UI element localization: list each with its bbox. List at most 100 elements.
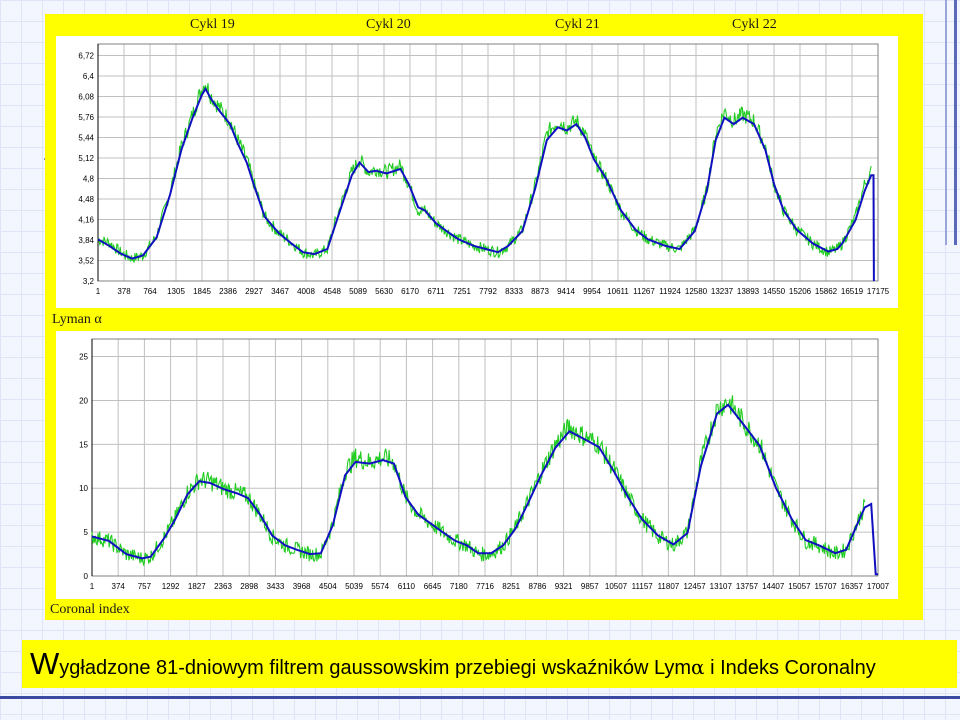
x-tick-label: 8786 <box>529 582 547 591</box>
y-tick-label: 4,48 <box>78 195 94 204</box>
decorative-bar <box>954 0 957 245</box>
x-tick-label: 3433 <box>267 582 285 591</box>
x-tick-label: 14550 <box>763 287 786 296</box>
coronal-index-plot: 25 20 15 10 5 01 374 757 1292 1827 2363 2898 3433 396… <box>79 338 890 591</box>
x-tick-label: 378 <box>117 287 131 296</box>
lyman-alpha-chart: 6,72 6,4 6,08 5,76 5,44 5,12 4,8 4,48 4,16 3,84 3,… <box>56 36 898 308</box>
x-tick-label: 6645 <box>424 582 442 591</box>
x-tick-label: 2898 <box>240 582 258 591</box>
caption-box: Wygładzone 81-dniowym filtrem gaussowski… <box>22 640 957 688</box>
x-tick-label: 2927 <box>245 287 263 296</box>
caption-text-end: i Indeks Coronalny <box>704 657 876 679</box>
x-tick-label: 11157 <box>632 582 654 591</box>
x-tick-label: 1305 <box>167 287 185 296</box>
slide-caption: Wygładzone 81-dniowym filtrem gaussowski… <box>30 646 876 682</box>
x-tick-label: 2386 <box>219 287 237 296</box>
x-tick-label: 5574 <box>371 582 389 591</box>
x-tick-label: 1 <box>90 582 95 591</box>
x-tick-label: 9414 <box>557 287 575 296</box>
y-tick-label: 3,52 <box>78 257 94 266</box>
x-tick-label: 15057 <box>788 582 811 591</box>
x-tick-label: 4008 <box>297 287 315 296</box>
y-tick-label: 3,84 <box>78 236 94 245</box>
coronal-index-label: Coronal index <box>50 602 130 617</box>
x-tick-label: 10611 <box>607 287 629 296</box>
x-tick-label: 757 <box>138 582 152 591</box>
x-tick-label: 17007 <box>867 582 890 591</box>
y-tick-label: 4,8 <box>83 175 95 184</box>
x-tick-label: 14407 <box>762 582 785 591</box>
caption-alpha-symbol: α <box>691 655 705 679</box>
y-tick-label: 5,76 <box>78 113 94 122</box>
x-tick-label: 13237 <box>711 287 734 296</box>
y-tick-label: 3,2 <box>83 277 95 286</box>
y-tick-label: 6,4 <box>83 72 95 81</box>
lyman-alpha-plot: 6,72 6,4 6,08 5,76 5,44 5,12 4,8 4,48 4,16 3,84 3,… <box>78 43 890 296</box>
x-tick-label: 13893 <box>737 287 760 296</box>
y-tick-label: 15 <box>79 440 88 449</box>
x-tick-label: 5039 <box>345 582 363 591</box>
y-tick-label: 6,72 <box>78 52 94 61</box>
x-tick-label: 9954 <box>583 287 601 296</box>
raw-series-line <box>97 83 872 263</box>
x-tick-label: 1845 <box>193 287 211 296</box>
y-tick-label: 0 <box>84 572 89 581</box>
x-tick-label: 12457 <box>683 582 706 591</box>
cycle-label: Cykl 20 <box>366 17 411 32</box>
x-tick-label: 7792 <box>479 287 497 296</box>
y-tick-label: 5 <box>84 528 89 537</box>
raw-series-line <box>91 395 866 566</box>
footer-rule <box>0 696 960 699</box>
y-tick-label: 20 <box>79 396 88 405</box>
x-tick-label: 8873 <box>531 287 549 296</box>
x-tick-label: 11267 <box>633 287 655 296</box>
x-tick-label: 12580 <box>685 287 708 296</box>
x-tick-label: 374 <box>112 582 126 591</box>
x-tick-label: 8251 <box>502 582 520 591</box>
x-tick-label: 15707 <box>814 582 837 591</box>
x-tick-label: 11807 <box>658 582 680 591</box>
x-tick-label: 764 <box>143 287 157 296</box>
y-tick-label: 4,16 <box>78 216 94 225</box>
y-tick-label: 10 <box>79 484 88 493</box>
x-tick-label: 7716 <box>476 582 494 591</box>
x-tick-label: 4504 <box>319 582 337 591</box>
x-tick-label: 9321 <box>555 582 573 591</box>
x-tick-label: 1827 <box>188 582 206 591</box>
decorative-bar <box>945 0 947 245</box>
x-tick-label: 4548 <box>323 287 341 296</box>
x-tick-label: 1 <box>96 287 101 296</box>
x-tick-label: 1292 <box>162 582 180 591</box>
x-tick-label: 16357 <box>841 582 864 591</box>
x-tick-label: 13107 <box>710 582 733 591</box>
lyman-alpha-label: Lyman α <box>52 312 102 327</box>
x-tick-label: 6110 <box>398 582 416 591</box>
x-tick-label: 9857 <box>581 582 599 591</box>
smoothed-series-line <box>97 86 875 282</box>
x-tick-label: 5630 <box>375 287 393 296</box>
x-tick-label: 13757 <box>736 582 759 591</box>
x-tick-label: 8333 <box>505 287 523 296</box>
x-tick-label: 6711 <box>427 287 445 296</box>
y-tick-label: 6,08 <box>78 93 94 102</box>
x-tick-label: 3968 <box>293 582 311 591</box>
x-tick-label: 16519 <box>841 287 864 296</box>
x-tick-label: 15862 <box>815 287 838 296</box>
x-tick-label: 7180 <box>450 582 468 591</box>
x-tick-label: 6170 <box>401 287 419 296</box>
x-tick-label: 11924 <box>659 287 681 296</box>
cycle-label: Cykl 22 <box>732 17 777 32</box>
y-tick-label: 25 <box>79 353 88 362</box>
caption-text: ygładzone 81-dniowym filtrem gaussowskim… <box>59 657 691 679</box>
coronal-index-chart: 25 20 15 10 5 0 1 374 757 1292 1827 2363 2898 3433 396… <box>56 331 898 599</box>
cycle-label: Cykl 21 <box>555 17 600 32</box>
x-tick-label: 17175 <box>867 287 890 296</box>
x-tick-label: 2363 <box>214 582 232 591</box>
cycle-label: Cykl 19 <box>190 17 235 32</box>
smoothed-series-line <box>91 403 878 576</box>
y-tick-label: 5,12 <box>78 154 94 163</box>
x-tick-label: 15206 <box>789 287 812 296</box>
caption-initial: W <box>30 646 60 681</box>
x-tick-label: 5089 <box>349 287 367 296</box>
x-tick-label: 10507 <box>605 582 628 591</box>
